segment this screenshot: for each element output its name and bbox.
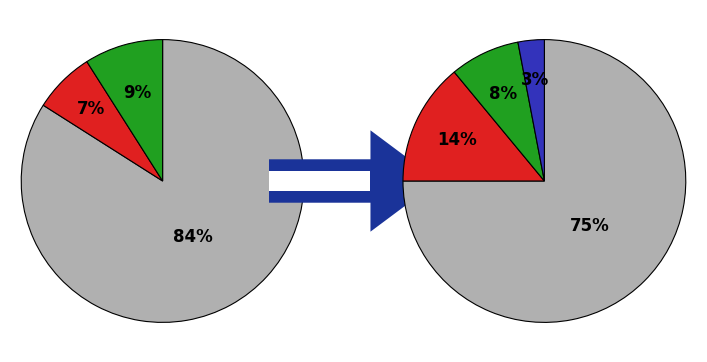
Text: 75%: 75% — [570, 217, 609, 235]
Polygon shape — [269, 130, 438, 232]
Text: 14%: 14% — [438, 131, 477, 149]
Wedge shape — [43, 62, 163, 181]
Text: 7%: 7% — [76, 100, 105, 118]
Text: 84%: 84% — [173, 228, 213, 246]
Text: 8%: 8% — [489, 85, 518, 103]
Text: 9%: 9% — [123, 84, 151, 102]
Wedge shape — [21, 39, 304, 323]
Wedge shape — [455, 42, 544, 181]
Wedge shape — [403, 39, 686, 323]
Bar — [269, 171, 370, 191]
Wedge shape — [403, 72, 544, 181]
Text: 3%: 3% — [520, 71, 549, 89]
Wedge shape — [87, 39, 163, 181]
Wedge shape — [518, 39, 544, 181]
